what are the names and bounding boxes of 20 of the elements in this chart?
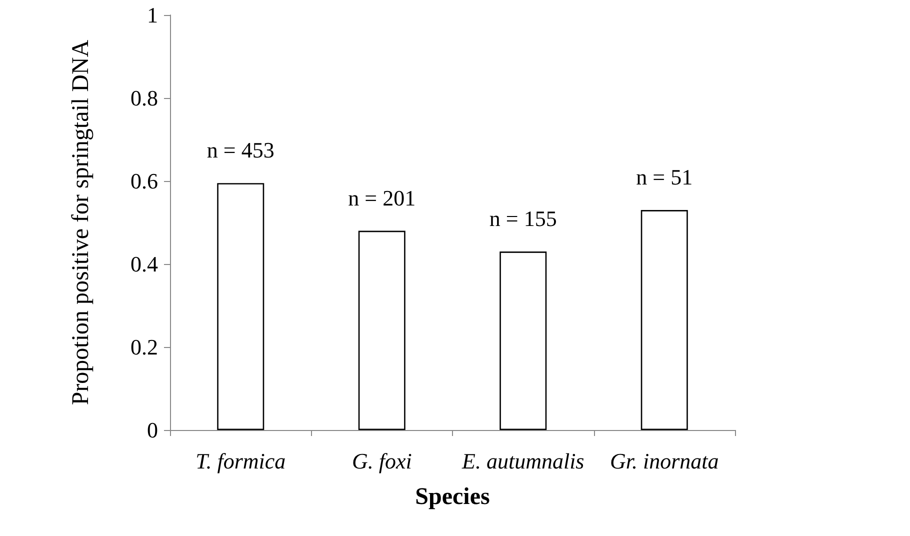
y-tick-label: 0.2 xyxy=(130,334,158,360)
x-axis-title: Species xyxy=(415,484,490,510)
y-tick-label: 1 xyxy=(147,2,158,28)
y-tick-label: 0 xyxy=(147,418,158,442)
bar xyxy=(358,230,406,430)
bar xyxy=(217,183,264,430)
annotation: n = 453 xyxy=(206,138,274,163)
y-axis-title: Propotion positive for springtail DNA xyxy=(68,39,94,406)
x-tick-label: Gr. inornata xyxy=(610,448,719,474)
bar xyxy=(500,252,547,430)
annotation: n = 201 xyxy=(348,185,416,210)
annotation: n = 51 xyxy=(636,164,693,190)
x-tick-label: E. autumnalis xyxy=(461,448,584,474)
bar xyxy=(640,210,688,430)
y-tick-label: 0.6 xyxy=(130,168,158,194)
y-tick-label: 0.8 xyxy=(130,86,158,110)
annotation: n = 155 xyxy=(489,206,557,232)
x-tick-label: G. foxi xyxy=(352,448,412,474)
x-tick-label: T. formica xyxy=(196,448,286,474)
y-tick-label: 0.4 xyxy=(130,252,158,276)
